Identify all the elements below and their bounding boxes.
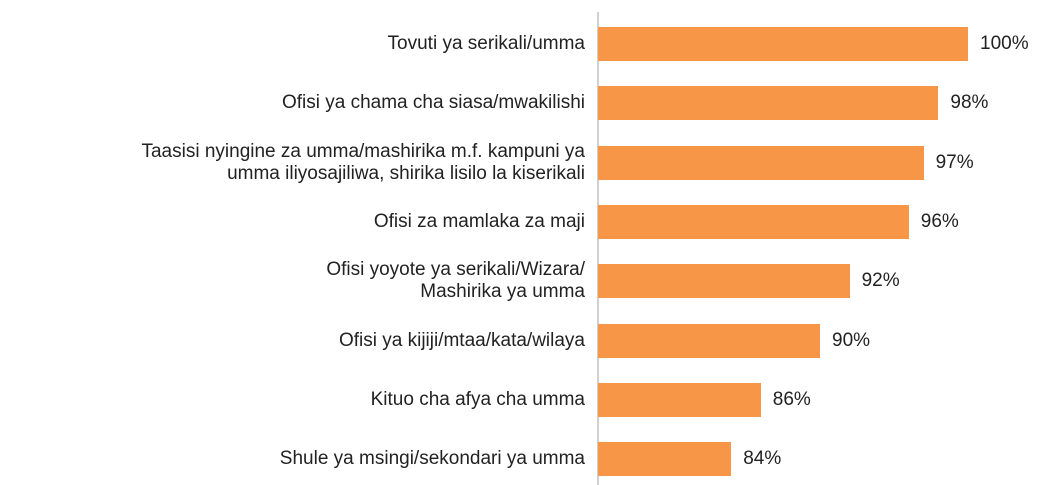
category-label: Taasisi nyingine za umma/mashirika m.f. … — [141, 140, 585, 184]
value-label: 97% — [935, 151, 974, 173]
bar — [598, 323, 820, 358]
category-label: Ofisi ya chama cha siasa/mwakilishi — [281, 92, 585, 114]
category-label: Ofisi yoyote ya serikali/Wizara/ Mashiri… — [326, 259, 585, 303]
bar — [598, 264, 850, 299]
category-label: Tovuti ya serikali/umma — [387, 33, 585, 54]
value-label: 100% — [980, 33, 1029, 54]
category-label: Shule ya msingi/sekondari ya umma — [279, 448, 585, 470]
bar — [598, 86, 939, 121]
bar — [598, 27, 968, 61]
axis-line — [597, 12, 599, 485]
value-label: 90% — [832, 329, 871, 351]
value-label: 84% — [743, 448, 782, 470]
category-label: Ofisi ya kijiji/mtaa/kata/wilaya — [338, 329, 585, 351]
bar — [598, 145, 924, 180]
value-label: 86% — [772, 388, 811, 410]
bar — [598, 442, 732, 477]
category-label: Kituo cha afya cha umma — [370, 388, 585, 410]
value-label: 92% — [861, 270, 900, 292]
bar — [598, 204, 909, 239]
category-label: Ofisi za mamlaka za maji — [373, 210, 585, 232]
bar — [598, 382, 761, 417]
value-label: 96% — [920, 210, 959, 232]
value-label: 98% — [950, 92, 989, 114]
